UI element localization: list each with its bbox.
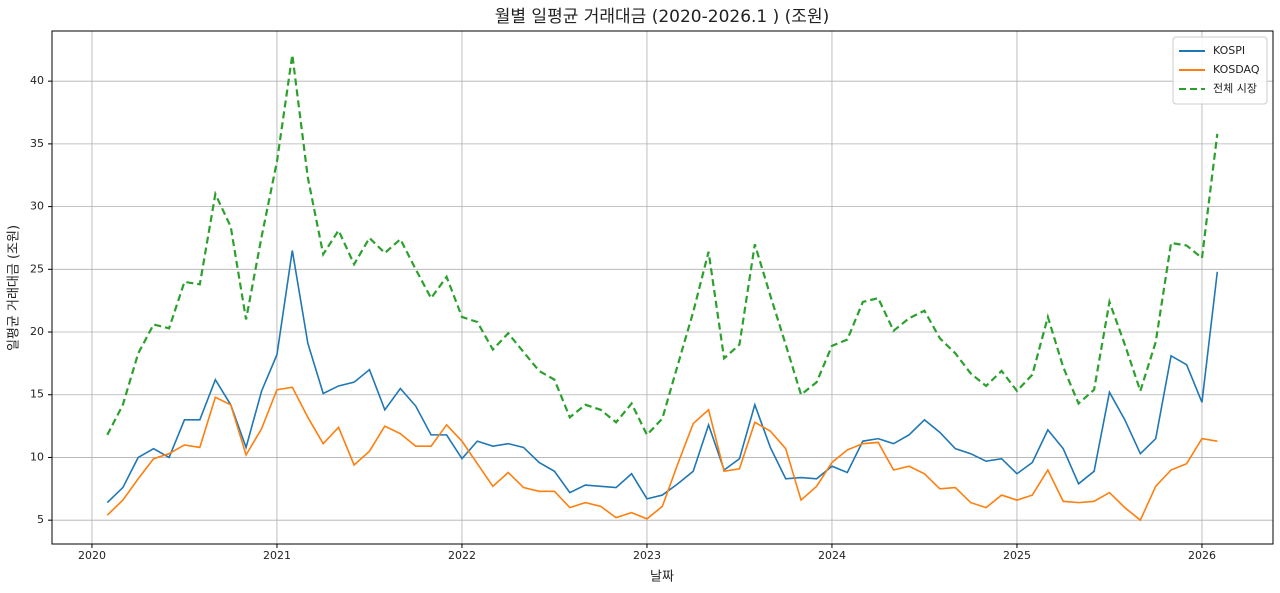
y-tick-label: 40 xyxy=(30,74,44,87)
x-tick-label: 2021 xyxy=(263,549,291,562)
data-line xyxy=(106,54,1219,437)
x-tick-label: 2023 xyxy=(633,549,661,562)
legend-label: 전체 시장 xyxy=(1213,82,1257,95)
legend-label: KOSDAQ xyxy=(1213,63,1260,76)
y-tick-label: 20 xyxy=(30,325,44,338)
y-axis-label: 일평균 거래대금 (조원) xyxy=(7,225,22,351)
data-line xyxy=(106,386,1218,522)
x-tick-label: 2024 xyxy=(818,549,846,562)
x-axis-label: 날짜 xyxy=(650,570,674,585)
y-tick-label: 15 xyxy=(30,388,44,401)
legend-label: KOSPI xyxy=(1213,44,1245,57)
y-tick-label: 10 xyxy=(30,450,44,463)
y-tick-label: 25 xyxy=(30,262,44,275)
x-tick-label: 2022 xyxy=(448,549,476,562)
x-tick-label: 2025 xyxy=(1003,549,1031,562)
y-tick-label: 35 xyxy=(30,137,44,150)
data-line xyxy=(106,250,1219,504)
chart-title: 월별 일평균 거래대금 (2020-2026.1 ) (조원) xyxy=(495,7,829,27)
plot-frame xyxy=(51,30,1274,545)
y-tick-label: 5 xyxy=(37,513,44,526)
legend-box xyxy=(1172,36,1268,105)
y-tick-label: 30 xyxy=(30,200,44,213)
x-tick-label: 2026 xyxy=(1188,549,1216,562)
x-tick-label: 2020 xyxy=(78,549,106,562)
